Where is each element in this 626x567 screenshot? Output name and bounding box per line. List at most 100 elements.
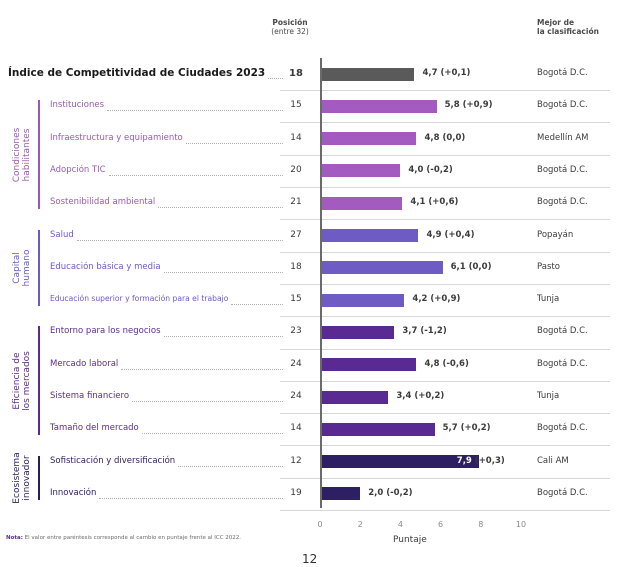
bar-value-label: 4,8 (0,0) (424, 132, 466, 143)
bar-value-label: 2,0 (-0,2) (368, 487, 413, 498)
footnote: Nota: El valor entre paréntesis correspo… (6, 535, 241, 541)
group-divider-line (38, 100, 40, 210)
row-leader-dots (132, 401, 283, 402)
x-axis-label: Puntaje (393, 535, 427, 545)
row-label: Índice de Competitividad de Ciudades 202… (8, 67, 266, 79)
row-best-city: Bogotá D.C. (537, 326, 588, 337)
row-label: Entorno para los negocios (50, 326, 161, 337)
row-separator (280, 348, 610, 350)
group-label-line1: Capital (12, 252, 22, 284)
row-separator (280, 283, 610, 285)
row-leader-dots (231, 304, 283, 306)
position-header-title: Posición (272, 18, 308, 27)
chart-bar (320, 455, 479, 469)
row-rank: 14 (290, 423, 302, 434)
row-leader-dots (186, 142, 283, 144)
row-leader-dots (142, 433, 283, 435)
row-best-city: Bogotá D.C. (537, 100, 588, 111)
bar-value-label: 5,8 (+0,9) (444, 100, 493, 111)
row-rank: 15 (290, 100, 302, 111)
page-number: 12 (302, 552, 318, 566)
row-label: Instituciones (50, 100, 105, 111)
chart-bar (320, 229, 419, 242)
position-header: Posición (entre 32) (245, 18, 335, 36)
row-best-city: Tunja (537, 391, 560, 401)
row-rank: 19 (290, 487, 302, 498)
row-rank: 18 (289, 68, 303, 79)
row-label: Sistema financiero (50, 391, 130, 401)
bar-value-label: 4,0 (-0,2) (408, 164, 453, 175)
chart-bar (320, 358, 417, 372)
row-leader-dots (121, 368, 283, 370)
row-label: Educación superior y formación para el t… (50, 294, 229, 304)
row-leader-dots (99, 497, 283, 499)
group-label-line1: Condiciones (12, 127, 22, 183)
row-rank: 20 (290, 164, 302, 175)
bar-value-label: 7,9 (+0,3) (457, 456, 505, 466)
group-divider-line (38, 326, 40, 436)
x-tick-label: 10 (515, 520, 527, 529)
row-best-city: Pasto (537, 261, 560, 272)
row-rank: 24 (290, 391, 302, 401)
row-separator (280, 510, 610, 512)
row-label: Salud (50, 229, 74, 240)
chart-bar (320, 422, 435, 436)
group-label: Eficiencia de los mercados (12, 351, 32, 411)
row-leader-dots (178, 465, 283, 467)
row-rank: 24 (290, 358, 302, 369)
row-rank: 21 (290, 197, 302, 208)
row-best-city: Medellín AM (537, 132, 589, 143)
bar-value-label: 6,1 (0,0) (450, 261, 492, 272)
row-separator (280, 413, 610, 415)
group-label-line2: los mercados (22, 350, 32, 411)
x-tick-label: 8 (478, 520, 484, 529)
row-label: Sofisticación y diversificación (50, 455, 176, 466)
chart-bar (320, 261, 443, 275)
row-label: Mercado laboral (50, 358, 119, 369)
group-divider-line (38, 455, 40, 500)
row-separator (280, 187, 610, 189)
group-label: Capital humano (12, 238, 32, 298)
x-tick-label: 6 (438, 520, 444, 529)
row-rank: 15 (290, 294, 302, 305)
chart-bar (320, 99, 437, 113)
chart-bar (320, 293, 405, 307)
x-tick-label: 0 (317, 520, 323, 529)
row-best-city: Popayán (537, 229, 574, 240)
position-header-subtitle: (entre 32) (271, 27, 309, 36)
row-leader-dots (107, 110, 283, 112)
row-leader-dots (268, 78, 283, 79)
row-label: Tamaño del mercado (50, 423, 139, 434)
row-separator (280, 445, 610, 447)
row-rank: 23 (290, 326, 302, 337)
row-separator (280, 122, 610, 124)
row-label: Educación básica y media (50, 261, 161, 272)
bar-value-label: 4,2 (+0,9) (412, 294, 461, 305)
bar-value-label: 4,8 (-0,6) (424, 358, 469, 369)
row-rank: 14 (290, 132, 302, 143)
row-label: Sostenibilidad ambiental (50, 197, 156, 208)
group-label: Ecosistema innovador (12, 448, 32, 508)
chart-bar (320, 325, 395, 339)
chart-bar (320, 196, 403, 210)
row-leader-dots (77, 239, 283, 241)
row-separator (280, 477, 610, 479)
row-leader-dots (158, 207, 283, 209)
best-header: Mejor de la clasificación (537, 18, 622, 36)
chart-bar (320, 390, 389, 404)
footnote-bold: Nota: (6, 535, 23, 541)
group-label-line2: habilitantes (22, 128, 32, 182)
bar-value-label: 3,4 (+0,2) (396, 391, 445, 401)
row-separator (280, 219, 610, 221)
group-label-line2: humano (22, 249, 32, 287)
chart-axis-line (320, 58, 322, 508)
footnote-text: El valor entre paréntesis corresponde al… (24, 535, 242, 541)
row-label: Innovación (50, 487, 97, 498)
row-leader-dots (164, 336, 283, 338)
bar-value-change: (+0,3) (471, 455, 505, 466)
row-best-city: Cali AM (537, 455, 569, 466)
bar-value-label: 3,7 (-1,2) (402, 326, 447, 337)
chart-bar (320, 164, 401, 178)
chart-bar (320, 487, 361, 501)
bar-value-label: 4,9 (+0,4) (426, 229, 475, 240)
